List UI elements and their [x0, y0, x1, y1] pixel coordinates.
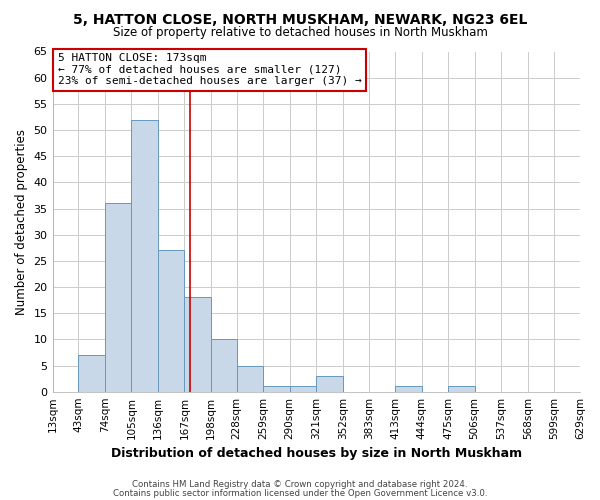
Bar — [236, 366, 263, 392]
Y-axis label: Number of detached properties: Number of detached properties — [15, 128, 28, 314]
Bar — [158, 250, 184, 392]
Bar — [184, 298, 211, 392]
Text: Contains public sector information licensed under the Open Government Licence v3: Contains public sector information licen… — [113, 488, 487, 498]
Text: Size of property relative to detached houses in North Muskham: Size of property relative to detached ho… — [113, 26, 487, 39]
Text: 5 HATTON CLOSE: 173sqm
← 77% of detached houses are smaller (127)
23% of semi-de: 5 HATTON CLOSE: 173sqm ← 77% of detached… — [58, 53, 362, 86]
Text: 5, HATTON CLOSE, NORTH MUSKHAM, NEWARK, NG23 6EL: 5, HATTON CLOSE, NORTH MUSKHAM, NEWARK, … — [73, 12, 527, 26]
Text: Contains HM Land Registry data © Crown copyright and database right 2024.: Contains HM Land Registry data © Crown c… — [132, 480, 468, 489]
Bar — [131, 120, 158, 392]
Bar — [105, 204, 131, 392]
Bar — [316, 376, 343, 392]
Bar — [448, 386, 475, 392]
Bar — [290, 386, 316, 392]
Bar — [395, 386, 422, 392]
Bar — [263, 386, 290, 392]
X-axis label: Distribution of detached houses by size in North Muskham: Distribution of detached houses by size … — [111, 447, 522, 460]
Bar — [211, 340, 236, 392]
Bar — [78, 355, 105, 392]
